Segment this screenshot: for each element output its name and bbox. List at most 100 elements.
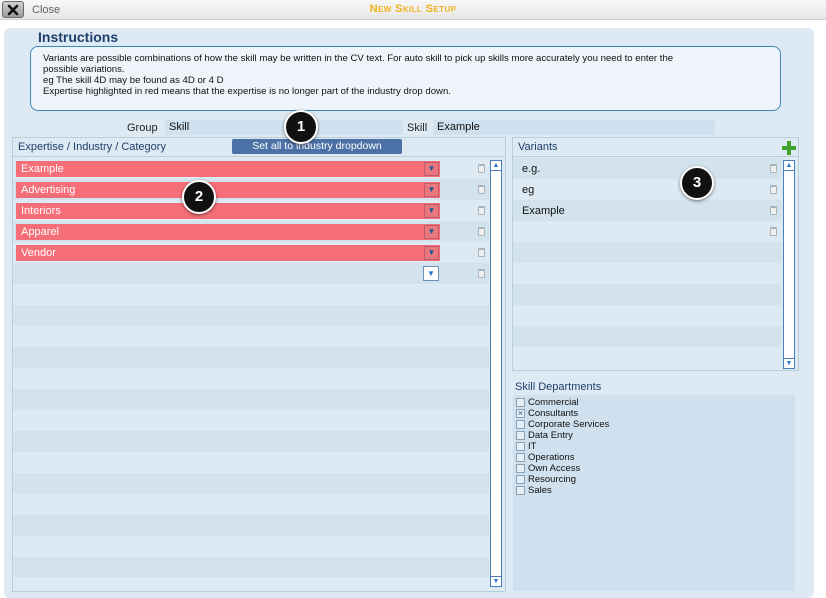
variant-row xyxy=(513,158,782,179)
trash-icon[interactable] xyxy=(770,185,777,194)
callout-marker: 2 xyxy=(182,180,216,214)
departments-list xyxy=(513,395,795,591)
department-label: Consultants xyxy=(528,408,579,419)
department-label: Resourcing xyxy=(528,474,577,485)
expertise-row xyxy=(13,536,489,557)
instructions-box: Variants are possible combinations of ho… xyxy=(30,46,781,111)
trash-icon[interactable] xyxy=(478,227,485,236)
scroll-up-icon[interactable]: ▲ xyxy=(784,162,794,171)
scroll-up-icon[interactable]: ▲ xyxy=(491,162,501,171)
variant-row xyxy=(513,305,782,326)
plus-icon[interactable] xyxy=(782,141,796,155)
expertise-header: Expertise / Industry / Category xyxy=(18,141,166,153)
checkbox[interactable] xyxy=(516,475,525,484)
window-edge xyxy=(816,20,826,598)
checkbox[interactable] xyxy=(516,431,525,440)
scroll-down-icon[interactable]: ▼ xyxy=(784,358,794,367)
expertise-scrollbar[interactable]: ▲ ▼ xyxy=(490,160,502,587)
checkbox[interactable] xyxy=(516,420,525,429)
checkbox[interactable] xyxy=(516,398,525,407)
variant-value[interactable]: Example xyxy=(522,205,565,217)
department-label: Corporate Services xyxy=(528,419,610,430)
scroll-down-icon[interactable]: ▼ xyxy=(491,576,501,585)
expertise-row xyxy=(13,326,489,347)
skill-label: Skill xyxy=(407,122,428,134)
department-label: Commercial xyxy=(528,397,579,408)
close-button[interactable] xyxy=(2,1,24,18)
dropdown-arrow-icon[interactable]: ▼ xyxy=(424,246,439,260)
variants-header: Variants xyxy=(518,141,558,153)
new-expertise-dropdown[interactable]: ▼ xyxy=(423,266,439,281)
checkbox-checked[interactable]: × xyxy=(516,408,525,418)
trash-icon[interactable] xyxy=(478,185,485,194)
department-label: IT xyxy=(528,441,537,452)
trash-icon[interactable] xyxy=(478,164,485,173)
dialog-title: New Skill Setup xyxy=(369,3,457,15)
expertise-select-example[interactable]: Example ▼ xyxy=(16,161,440,177)
trash-icon[interactable] xyxy=(770,164,777,173)
expertise-row xyxy=(13,389,489,410)
trash-icon[interactable] xyxy=(478,269,485,278)
variant-row xyxy=(513,263,782,284)
variant-value[interactable]: eg xyxy=(522,184,535,196)
variant-row xyxy=(513,347,782,368)
title-bar: Close New Skill Setup xyxy=(0,0,826,20)
expertise-row xyxy=(13,431,489,452)
checkbox[interactable] xyxy=(516,453,525,462)
variant-row xyxy=(513,221,782,242)
expertise-row xyxy=(13,494,489,515)
dropdown-arrow-icon[interactable]: ▼ xyxy=(424,204,439,218)
trash-icon[interactable] xyxy=(770,206,777,215)
variant-row xyxy=(513,200,782,221)
expertise-select-vendor[interactable]: Vendor ▼ xyxy=(16,245,440,261)
group-label: Group xyxy=(127,122,158,134)
department-label: Data Entry xyxy=(528,430,573,441)
expertise-select-interiors[interactable]: Interiors ▼ xyxy=(16,203,440,219)
trash-icon[interactable] xyxy=(478,206,485,215)
instructions-line: eg The skill 4D may be found as 4D or 4 … xyxy=(43,75,224,86)
expertise-row xyxy=(13,452,489,473)
expertise-row xyxy=(13,305,489,326)
trash-icon[interactable] xyxy=(770,227,777,236)
expertise-select-advertising[interactable]: Advertising ▼ xyxy=(16,182,440,198)
skill-field[interactable]: Example xyxy=(433,120,715,135)
expertise-divider xyxy=(12,156,506,157)
set-all-to-industry-button[interactable]: Set all to industry dropdown xyxy=(232,139,402,154)
checkbox[interactable] xyxy=(516,464,525,473)
instructions-line: Expertise highlighted in red means that … xyxy=(43,86,451,97)
x-icon xyxy=(7,4,19,15)
expertise-row xyxy=(13,410,489,431)
checkbox[interactable] xyxy=(516,486,525,495)
checkbox[interactable] xyxy=(516,442,525,451)
variant-value[interactable]: e.g. xyxy=(522,163,541,175)
expertise-select-apparel[interactable]: Apparel ▼ xyxy=(16,224,440,240)
callout-marker: 3 xyxy=(680,166,714,200)
dropdown-arrow-icon[interactable]: ▼ xyxy=(424,183,439,197)
expertise-row xyxy=(13,263,489,284)
expertise-row xyxy=(13,284,489,305)
expertise-row xyxy=(13,557,489,577)
department-label: Operations xyxy=(528,452,575,463)
variant-row xyxy=(513,179,782,200)
variants-panel xyxy=(512,137,799,371)
callout-marker: 1 xyxy=(284,110,318,144)
expertise-row xyxy=(13,515,489,536)
variants-divider xyxy=(512,156,799,157)
instructions-title: Instructions xyxy=(38,29,119,45)
department-label: Own Access xyxy=(528,463,581,474)
expertise-panel xyxy=(12,137,506,592)
expertise-row xyxy=(13,368,489,389)
dropdown-arrow-icon[interactable]: ▼ xyxy=(424,225,439,239)
instructions-line: possible variations. xyxy=(43,64,125,75)
expertise-value: Vendor xyxy=(21,247,56,259)
departments-header: Skill Departments xyxy=(515,381,602,393)
expertise-value: Advertising xyxy=(21,184,76,196)
trash-icon[interactable] xyxy=(478,248,485,257)
variants-scrollbar[interactable]: ▲ ▼ xyxy=(783,160,795,369)
dropdown-arrow-icon[interactable]: ▼ xyxy=(424,162,439,176)
expertise-row xyxy=(13,347,489,368)
expertise-value: Apparel xyxy=(21,226,59,238)
variant-row xyxy=(513,242,782,263)
close-label[interactable]: Close xyxy=(32,4,61,16)
department-label: Sales xyxy=(528,485,552,496)
